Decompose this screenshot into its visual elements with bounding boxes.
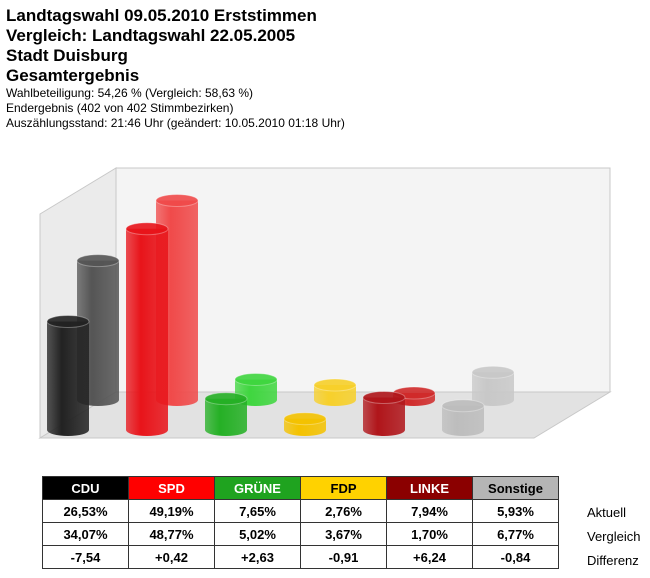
row-label-diff: Differenz <box>587 553 639 568</box>
bar-compare-3 <box>313 378 357 406</box>
chart-header: Landtagswahl 09.05.2010 Erststimmen Verg… <box>6 6 345 131</box>
count-status-info: Auszählungsstand: 21:46 Uhr (geändert: 1… <box>6 116 345 130</box>
current-sonstige: 5,93% <box>472 499 559 523</box>
diff-gruene: +2,63 <box>214 545 301 569</box>
bar-current-5 <box>441 399 485 436</box>
results-table: CDU SPD GRÜNE FDP LINKE Sonstige 26,53% … <box>42 476 559 569</box>
bar-current-3 <box>283 412 327 436</box>
table-row-diff: -7,54 +0,42 +2,63 -0,91 +6,24 -0,84 <box>42 545 559 569</box>
bar-compare-5 <box>471 365 515 406</box>
header-fdp: FDP <box>300 476 387 500</box>
current-linke: 7,94% <box>386 499 473 523</box>
table-header-row: CDU SPD GRÜNE FDP LINKE Sonstige <box>42 476 559 500</box>
diff-fdp: -0,91 <box>300 545 387 569</box>
bar-current-4 <box>362 391 406 436</box>
current-cdu: 26,53% <box>42 499 129 523</box>
current-gruene: 7,65% <box>214 499 301 523</box>
chart-title: Landtagswahl 09.05.2010 Erststimmen <box>6 6 317 25</box>
header-gruene: GRÜNE <box>214 476 301 500</box>
bar-current-0 <box>46 314 90 436</box>
final-result-info: Endergebnis (402 von 402 Stimmbezirken) <box>6 101 234 115</box>
turnout-info: Wahlbeteiligung: 54,26 % (Vergleich: 58,… <box>6 86 254 100</box>
header-spd: SPD <box>128 476 215 500</box>
compare-fdp: 3,67% <box>300 522 387 546</box>
compare-linke: 1,70% <box>386 522 473 546</box>
compare-gruene: 5,02% <box>214 522 301 546</box>
diff-cdu: -7,54 <box>42 545 129 569</box>
bar-current-2 <box>204 392 248 436</box>
header-linke: LINKE <box>386 476 473 500</box>
header-cdu: CDU <box>42 476 129 500</box>
table-row-current: 26,53% 49,19% 7,65% 2,76% 7,94% 5,93% <box>42 499 559 523</box>
bar-current-1 <box>125 222 169 436</box>
header-sonstige: Sonstige <box>472 476 559 500</box>
result-title: Gesamtergebnis <box>6 66 140 85</box>
chart-bars <box>46 193 515 436</box>
diff-linke: +6,24 <box>386 545 473 569</box>
row-label-compare: Vergleich <box>587 529 641 544</box>
compare-cdu: 34,07% <box>42 522 129 546</box>
compare-sonstige: 6,77% <box>472 522 559 546</box>
diff-sonstige: -0,84 <box>472 545 559 569</box>
cylinder-chart <box>38 167 612 439</box>
current-spd: 49,19% <box>128 499 215 523</box>
diff-spd: +0,42 <box>128 545 215 569</box>
current-fdp: 2,76% <box>300 499 387 523</box>
compare-spd: 48,77% <box>128 522 215 546</box>
table-row-compare: 34,07% 48,77% 5,02% 3,67% 1,70% 6,77% <box>42 522 559 546</box>
region-title: Stadt Duisburg <box>6 46 128 65</box>
row-label-current: Aktuell <box>587 505 627 520</box>
comparison-title: Vergleich: Landtagswahl 22.05.2005 <box>6 26 296 45</box>
